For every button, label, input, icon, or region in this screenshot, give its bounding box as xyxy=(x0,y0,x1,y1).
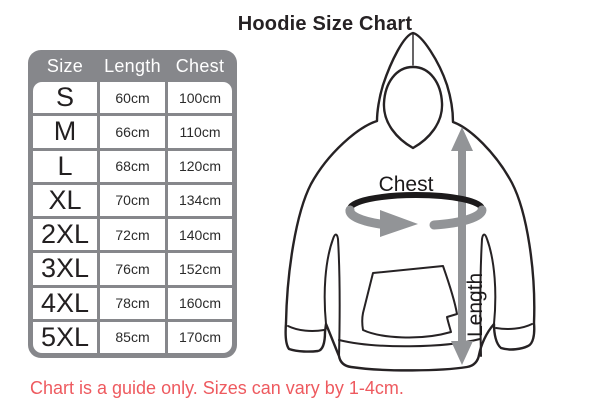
table-cell-chest-row7: 170cm xyxy=(168,321,232,353)
table-cell-chest-row1: 110cm xyxy=(168,116,232,148)
kangaroo-pocket xyxy=(361,265,458,339)
table-cell-length-row6: 78cm xyxy=(100,287,165,319)
length-arrow-icon xyxy=(451,127,473,365)
table-cell-chest-row4: 140cm xyxy=(168,219,232,251)
size-table-body: S 60cm 100cm M 66cm 110cm L 68cm 120cm XL 70cm 134c… xyxy=(33,82,232,353)
table-cell-chest-row0: 100cm xyxy=(168,82,232,114)
table-cell-length-row3: 70cm xyxy=(100,184,165,216)
size-table-header: Size Length Chest xyxy=(33,50,232,82)
table-cell-size-row1: M xyxy=(33,116,97,148)
table-cell-size-row5: 3XL xyxy=(33,253,97,285)
hoodie-outline xyxy=(284,31,536,372)
column-header-chest: Chest xyxy=(175,55,225,76)
table-cell-size-row7: 5XL xyxy=(33,321,97,353)
face-opening xyxy=(382,65,444,150)
table-cell-chest-row2: 120cm xyxy=(168,150,232,182)
length-label: Length xyxy=(464,273,487,337)
table-cell-length-row2: 68cm xyxy=(100,150,165,182)
table-cell-length-row5: 76cm xyxy=(100,253,165,285)
table-cell-size-row0: S xyxy=(33,82,97,114)
table-cell-length-row1: 66cm xyxy=(100,116,165,148)
right-seam-line xyxy=(479,233,497,357)
column-header-length: Length xyxy=(104,55,161,76)
table-cell-size-row2: L xyxy=(33,150,97,182)
disclaimer-text: Chart is a guide only. Sizes can vary by… xyxy=(30,378,404,398)
table-cell-size-row4: 2XL xyxy=(33,219,97,251)
page-title: Hoodie Size Chart xyxy=(237,13,413,35)
hoodie-diagram: Chest Length xyxy=(284,31,536,372)
table-cell-size-row3: XL xyxy=(33,184,97,216)
column-header-size: Size xyxy=(46,55,84,76)
left-seam-line xyxy=(323,233,341,357)
table-cell-length-row7: 85cm xyxy=(100,321,165,353)
table-cell-chest-row3: 134cm xyxy=(168,184,232,216)
table-cell-size-row6: 4XL xyxy=(33,287,97,319)
size-table: Size Length Chest S 60cm 100cm M 66cm 110cm L 6… xyxy=(28,50,237,358)
left-cuff-line xyxy=(287,325,325,332)
table-cell-chest-row5: 152cm xyxy=(168,253,232,285)
right-cuff-line xyxy=(495,323,533,330)
table-cell-length-row4: 72cm xyxy=(100,219,165,251)
chest-arrow-icon xyxy=(345,192,487,237)
chest-label: Chest xyxy=(379,173,434,196)
table-cell-chest-row6: 160cm xyxy=(168,287,232,319)
table-cell-length-row0: 60cm xyxy=(100,82,165,114)
